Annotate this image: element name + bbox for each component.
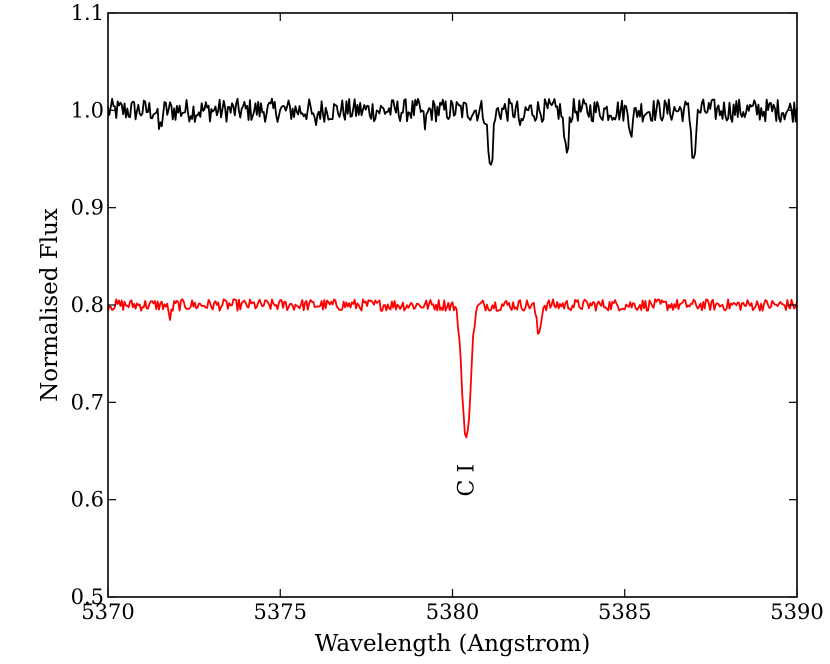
- y-tick-label: 1.0: [71, 98, 104, 122]
- y-tick-label: 1.1: [71, 1, 104, 25]
- plot-lines: [107, 97, 798, 439]
- x-tick-label: 5370: [81, 600, 134, 624]
- annotations: C I: [454, 464, 479, 497]
- tick-labels: 5370 5375 5380 5385 5390 0.5 0.6 0.7 0.8 0.9 1.0 1.…: [71, 1, 824, 624]
- y-tick-label: 0.7: [71, 390, 104, 414]
- y-tick-label: 0.5: [71, 585, 104, 609]
- series-line-0: [107, 97, 798, 166]
- x-tick-label: 5380: [426, 600, 479, 624]
- y-axis-title: Normalised Flux: [37, 208, 63, 402]
- x-tick-label: 5375: [254, 600, 307, 624]
- series-line-1: [107, 298, 798, 439]
- annotation-label: C I: [454, 464, 479, 497]
- y-tick-label: 0.9: [71, 196, 104, 220]
- x-tick-label: 5390: [770, 600, 823, 624]
- y-tick-label: 0.6: [71, 488, 104, 512]
- x-axis-title: Wavelength (Angstrom): [315, 631, 591, 657]
- axis-ticks: [107, 12, 798, 598]
- y-tick-label: 0.8: [71, 293, 104, 317]
- x-tick-label: 5385: [598, 600, 651, 624]
